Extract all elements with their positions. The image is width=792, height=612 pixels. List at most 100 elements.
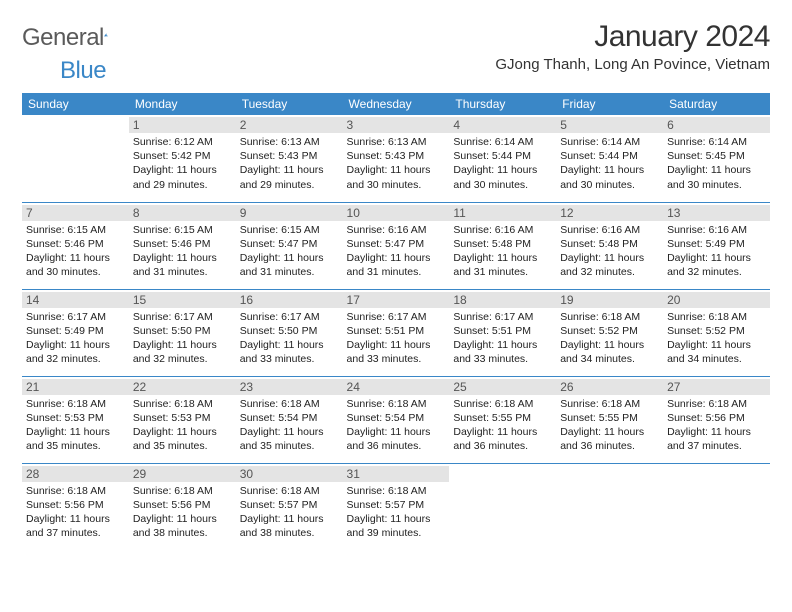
sunset-text: Sunset: 5:45 PM — [667, 149, 766, 163]
daylight-text: Daylight: 11 hours and 33 minutes. — [240, 338, 339, 366]
sunrise-text: Sunrise: 6:16 AM — [560, 223, 659, 237]
calendar-day-cell: 17Sunrise: 6:17 AMSunset: 5:51 PMDayligh… — [343, 289, 450, 376]
sunrise-text: Sunrise: 6:18 AM — [453, 397, 552, 411]
sunrise-text: Sunrise: 6:16 AM — [453, 223, 552, 237]
calendar-day-cell: 24Sunrise: 6:18 AMSunset: 5:54 PMDayligh… — [343, 376, 450, 463]
calendar-day-cell: 2 Sunrise: 6:13 AMSunset: 5:43 PMDaylight… — [236, 115, 343, 202]
daylight-text: Daylight: 11 hours and 36 minutes. — [347, 425, 446, 453]
calendar-week-row: 21Sunrise: 6:18 AMSunset: 5:53 PMDayligh… — [22, 376, 770, 463]
day-details: Sunrise: 6:18 AMSunset: 5:56 PMDaylight:… — [26, 484, 125, 541]
daylight-text: Daylight: 11 hours and 34 minutes. — [560, 338, 659, 366]
calendar-day-cell — [22, 115, 129, 202]
daylight-text: Daylight: 11 hours and 30 minutes. — [453, 163, 552, 191]
calendar-week-row: 28Sunrise: 6:18 AMSunset: 5:56 PMDayligh… — [22, 463, 770, 550]
day-details: Sunrise: 6:18 AMSunset: 5:52 PMDaylight:… — [667, 310, 766, 367]
sunset-text: Sunset: 5:43 PM — [347, 149, 446, 163]
daylight-text: Daylight: 11 hours and 31 minutes. — [453, 251, 552, 279]
daylight-text: Daylight: 11 hours and 32 minutes. — [133, 338, 232, 366]
day-number: 29 — [129, 466, 236, 482]
day-number: 19 — [556, 292, 663, 308]
sunset-text: Sunset: 5:42 PM — [133, 149, 232, 163]
sunrise-text: Sunrise: 6:16 AM — [667, 223, 766, 237]
day-details: Sunrise: 6:17 AMSunset: 5:49 PMDaylight:… — [26, 310, 125, 367]
sunset-text: Sunset: 5:56 PM — [667, 411, 766, 425]
daylight-text: Daylight: 11 hours and 35 minutes. — [26, 425, 125, 453]
calendar-day-cell: 16Sunrise: 6:17 AMSunset: 5:50 PMDayligh… — [236, 289, 343, 376]
sunset-text: Sunset: 5:50 PM — [240, 324, 339, 338]
day-number: 30 — [236, 466, 343, 482]
sunset-text: Sunset: 5:44 PM — [560, 149, 659, 163]
daylight-text: Daylight: 11 hours and 31 minutes. — [240, 251, 339, 279]
daylight-text: Daylight: 11 hours and 30 minutes. — [560, 163, 659, 191]
daylight-text: Daylight: 11 hours and 37 minutes. — [667, 425, 766, 453]
day-number: 15 — [129, 292, 236, 308]
day-number: 4 — [449, 117, 556, 133]
daylight-text: Daylight: 11 hours and 38 minutes. — [133, 512, 232, 540]
sunset-text: Sunset: 5:57 PM — [240, 498, 339, 512]
sunrise-text: Sunrise: 6:14 AM — [453, 135, 552, 149]
sunrise-text: Sunrise: 6:15 AM — [240, 223, 339, 237]
calendar-day-cell: 10Sunrise: 6:16 AMSunset: 5:47 PMDayligh… — [343, 202, 450, 289]
daylight-text: Daylight: 11 hours and 32 minutes. — [26, 338, 125, 366]
sunrise-text: Sunrise: 6:18 AM — [133, 397, 232, 411]
day-number: 26 — [556, 379, 663, 395]
calendar-day-cell: 20 Sunrise: 6:18 AMSunset: 5:52 PMDayligh… — [663, 289, 770, 376]
sunset-text: Sunset: 5:49 PM — [26, 324, 125, 338]
day-details: Sunrise: 6:13 AMSunset: 5:43 PMDaylight:… — [240, 135, 339, 192]
day-number: 27 — [663, 379, 770, 395]
day-number: 2 — [236, 117, 343, 133]
calendar-day-cell: 28Sunrise: 6:18 AMSunset: 5:56 PMDayligh… — [22, 463, 129, 550]
sunrise-text: Sunrise: 6:18 AM — [347, 484, 446, 498]
day-number: 20 — [663, 292, 770, 308]
calendar-day-cell: 9Sunrise: 6:15 AMSunset: 5:47 PMDaylight… — [236, 202, 343, 289]
sunset-text: Sunset: 5:53 PM — [26, 411, 125, 425]
daylight-text: Daylight: 11 hours and 29 minutes. — [133, 163, 232, 191]
day-number: 25 — [449, 379, 556, 395]
day-details: Sunrise: 6:18 AMSunset: 5:52 PMDaylight:… — [560, 310, 659, 367]
day-details: Sunrise: 6:14 AMSunset: 5:44 PMDaylight:… — [453, 135, 552, 192]
sunset-text: Sunset: 5:53 PM — [133, 411, 232, 425]
calendar-day-cell: 22Sunrise: 6:18 AMSunset: 5:53 PMDayligh… — [129, 376, 236, 463]
sunrise-text: Sunrise: 6:17 AM — [26, 310, 125, 324]
daylight-text: Daylight: 11 hours and 38 minutes. — [240, 512, 339, 540]
sunset-text: Sunset: 5:47 PM — [347, 237, 446, 251]
day-details: Sunrise: 6:17 AMSunset: 5:50 PMDaylight:… — [240, 310, 339, 367]
sunset-text: Sunset: 5:51 PM — [347, 324, 446, 338]
day-details: Sunrise: 6:18 AMSunset: 5:53 PMDaylight:… — [26, 397, 125, 454]
sunrise-text: Sunrise: 6:14 AM — [667, 135, 766, 149]
day-details: Sunrise: 6:14 AMSunset: 5:45 PMDaylight:… — [667, 135, 766, 192]
day-number: 17 — [343, 292, 450, 308]
day-number: 5 — [556, 117, 663, 133]
sunset-text: Sunset: 5:43 PM — [240, 149, 339, 163]
calendar-day-cell: 8Sunrise: 6:15 AMSunset: 5:46 PMDaylight… — [129, 202, 236, 289]
day-details: Sunrise: 6:13 AMSunset: 5:43 PMDaylight:… — [347, 135, 446, 192]
sunrise-text: Sunrise: 6:15 AM — [133, 223, 232, 237]
sunset-text: Sunset: 5:55 PM — [560, 411, 659, 425]
logo-sail-icon — [104, 25, 108, 45]
day-number: 11 — [449, 205, 556, 221]
calendar-day-cell — [663, 463, 770, 550]
daylight-text: Daylight: 11 hours and 32 minutes. — [667, 251, 766, 279]
calendar-day-cell: 30 Sunrise: 6:18 AMSunset: 5:57 PMDayligh… — [236, 463, 343, 550]
day-details: Sunrise: 6:18 AMSunset: 5:55 PMDaylight:… — [560, 397, 659, 454]
day-details: Sunrise: 6:18 AMSunset: 5:57 PMDaylight:… — [240, 484, 339, 541]
calendar-body: 1Sunrise: 6:12 AMSunset: 5:42 PMDaylight… — [22, 115, 770, 550]
sunrise-text: Sunrise: 6:18 AM — [667, 310, 766, 324]
day-number: 12 — [556, 205, 663, 221]
sunrise-text: Sunrise: 6:12 AM — [133, 135, 232, 149]
sunrise-text: Sunrise: 6:18 AM — [560, 397, 659, 411]
sunrise-text: Sunrise: 6:17 AM — [347, 310, 446, 324]
sunset-text: Sunset: 5:51 PM — [453, 324, 552, 338]
calendar-header-row: Sunday Monday Tuesday Wednesday Thursday… — [22, 93, 770, 115]
daylight-text: Daylight: 11 hours and 35 minutes. — [133, 425, 232, 453]
day-number: 23 — [236, 379, 343, 395]
calendar-day-cell: 18Sunrise: 6:17 AMSunset: 5:51 PMDayligh… — [449, 289, 556, 376]
sunrise-text: Sunrise: 6:17 AM — [133, 310, 232, 324]
sunset-text: Sunset: 5:52 PM — [560, 324, 659, 338]
day-details: Sunrise: 6:18 AMSunset: 5:55 PMDaylight:… — [453, 397, 552, 454]
day-number: 6 — [663, 117, 770, 133]
sunrise-text: Sunrise: 6:17 AM — [453, 310, 552, 324]
calendar-day-cell: 12Sunrise: 6:16 AMSunset: 5:48 PMDayligh… — [556, 202, 663, 289]
calendar-day-cell: 5Sunrise: 6:14 AMSunset: 5:44 PMDaylight… — [556, 115, 663, 202]
weekday-header: Monday — [129, 93, 236, 115]
